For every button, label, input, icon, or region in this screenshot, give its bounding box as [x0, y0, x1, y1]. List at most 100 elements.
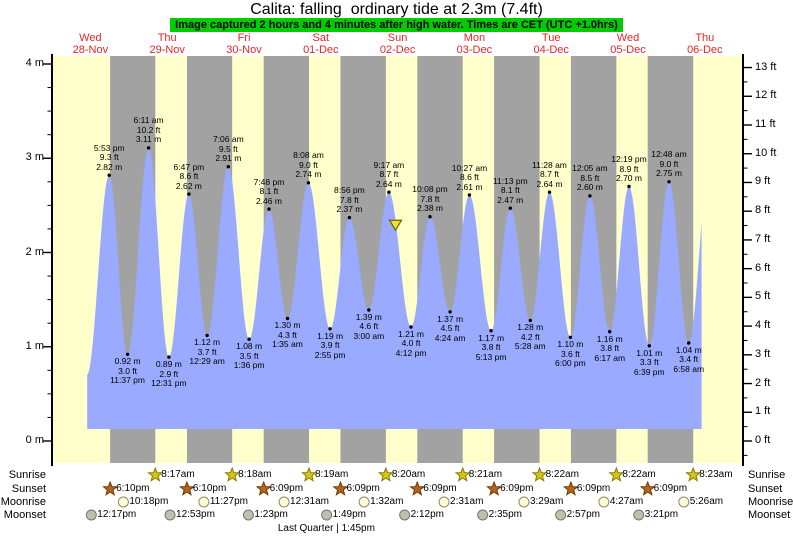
moonset-circle-icon [164, 509, 176, 521]
right-axis-tick-label: 10 ft [755, 146, 777, 159]
day-label: Tue 04-Dec [533, 32, 568, 56]
moonset-circle-icon [242, 509, 254, 521]
tide-event-dot [247, 337, 251, 341]
tide-label-line: 1.21 m [398, 328, 425, 339]
sunset-row-label-right: Sunset [748, 483, 783, 495]
tide-label-line: 2.64 m [536, 178, 563, 189]
sunrise-star-icon [147, 466, 164, 482]
tide-label-line: 3.0 ft [118, 365, 138, 376]
tide-label-line: 4:12 pm [395, 347, 427, 358]
tide-label-line: 2.60 m [576, 182, 603, 193]
day-date: 06-Dec [687, 44, 723, 56]
moonset-time-label: 1:23pm [254, 509, 288, 520]
low-tide-label: 1.16 m 3.8 ft 6:17 am [594, 334, 625, 364]
day-weekday: Sun [387, 32, 408, 44]
tide-label-line: 3.7 ft [197, 346, 217, 357]
tide-label-line: 2.91 m [215, 153, 242, 164]
moonrise-circle-icon [117, 496, 129, 508]
left-axis-tick-label: 0 m [25, 434, 44, 446]
sunrise-star-icon [685, 466, 702, 482]
tide-event-dot [187, 192, 191, 196]
tide-curve-area [87, 147, 702, 429]
tide-label-line: 9.3 ft [99, 152, 119, 163]
low-tide-label: 1.37 m 4.5 ft 4:24 am [435, 314, 466, 344]
tide-label-line: 0.92 m [114, 356, 141, 367]
sunset-time-label: 6:09pm [653, 483, 688, 494]
right-axis-tick-label: 9 ft [755, 175, 771, 188]
tide-event-dot [306, 181, 311, 185]
tide-label-line: 1.04 m [675, 344, 702, 355]
tide-label-line: 2.82 m [96, 161, 123, 172]
day-label: Thu 29-Nov [149, 32, 184, 56]
right-axis-tick-label: 3 ft [755, 347, 771, 360]
tide-label-line: 6:58 am [673, 363, 705, 374]
right-axis-tick-label: 0 ft [755, 434, 771, 446]
tide-event-dot [267, 207, 271, 211]
tide-label-line: 9.0 ft [298, 159, 318, 170]
day-label: Thu 06-Dec [687, 32, 722, 56]
tide-label-line: 3.8 ft [481, 342, 501, 353]
tide-label-line: 2.47 m [497, 194, 524, 205]
tide-event-dot [347, 215, 352, 220]
low-tide-label: 1.01 m 3.3 ft 6:39 pm [634, 348, 665, 378]
sunset-time-label: 6:09pm [576, 483, 611, 494]
tide-label-line: 1.19 m [317, 330, 344, 341]
tide-label-line: 10.2 ft [136, 124, 161, 135]
tide-label-line: 8.6 ft [459, 172, 479, 183]
moonrise-circle-icon [598, 496, 610, 508]
tide-event-dot [226, 165, 230, 169]
sunrise-row-label-left: Sunrise [8, 469, 46, 481]
tide-event-dot [387, 190, 391, 194]
tide-label-line: 2.62 m [175, 180, 202, 191]
left-axis-tick-label: 2 m [25, 245, 44, 258]
moonrise-row-label-right: Moonrise [748, 496, 793, 508]
tide-label-line: 1.28 m [517, 322, 544, 333]
tide-label-line: 1:36 pm [233, 360, 265, 371]
tide-event-dot [146, 146, 151, 150]
tide-label-line: 7.8 ft [339, 194, 359, 205]
sunrise-time-label: 8:18am [238, 469, 272, 480]
moonrise-circle-icon [198, 496, 210, 508]
tide-label-line: 3.8 ft [600, 343, 620, 354]
tide-event-dot [409, 325, 413, 329]
moonrise-circle-icon [278, 496, 290, 508]
moon-phase-label: Last Quarter | 1:45pm [277, 523, 375, 534]
tide-label-line: 3.5 ft [239, 350, 259, 361]
day-label: Mon 03-Dec [457, 32, 492, 56]
tide-event-dot [528, 318, 532, 323]
sunset-star-icon [409, 480, 426, 496]
sunrise-time-label: 8:17am [161, 469, 195, 480]
tide-event-dot [647, 344, 651, 348]
tide-event-dot [687, 341, 691, 345]
tide-label-line: 3.9 ft [320, 340, 340, 351]
right-axis-tick-label: 6 ft [755, 261, 771, 274]
sunset-time-label: 6:10pm [192, 483, 227, 494]
tide-event-dot [489, 329, 493, 333]
day-date: 30-Nov [226, 44, 262, 56]
page-title: Calita: falling ordinary tide at 2.3m (7… [250, 1, 543, 18]
moonrise-time-label: 10:18pm [129, 496, 169, 507]
sunset-star-icon [102, 480, 119, 496]
tide-label-line: 1.39 m [355, 311, 382, 322]
tide-event-dot [205, 333, 209, 338]
tide-label-line: 6:11 am [133, 115, 164, 126]
tide-label-line: 11:37 pm [110, 375, 145, 386]
tide-label-line: 2.38 m [417, 203, 444, 214]
sunrise-star-icon [224, 466, 241, 482]
low-tide-label: 1.28 m 4.2 ft 5:28 am [515, 323, 546, 352]
moonset-time-label: 2:35pm [488, 509, 523, 520]
tide-label-line: 6:00 pm [555, 358, 586, 369]
low-tide-label: 1.17 m 3.8 ft 5:13 pm [476, 333, 507, 363]
tide-label-line: 4.6 ft [359, 321, 379, 332]
sunrise-star-icon [531, 466, 548, 482]
high-tide-label: 7:06 am 9.5 ft 2.91 m [213, 135, 244, 164]
high-tide-label: 8:56 pm 7.8 ft 2.37 m [334, 186, 365, 215]
moonrise-circle-icon [518, 496, 530, 508]
current-tide-marker-icon [388, 219, 403, 232]
sunrise-star-icon [301, 466, 318, 482]
moonset-time-label: 2:57pm [566, 509, 600, 520]
moonrise-row-label-left: Moonrise [0, 496, 46, 508]
high-tide-label: 7:48 pm 8.1 ft 2.46 m [254, 177, 285, 207]
moonset-time-label: 12:53pm [176, 509, 215, 520]
moonrise-time-label: 1:32am [370, 496, 404, 507]
